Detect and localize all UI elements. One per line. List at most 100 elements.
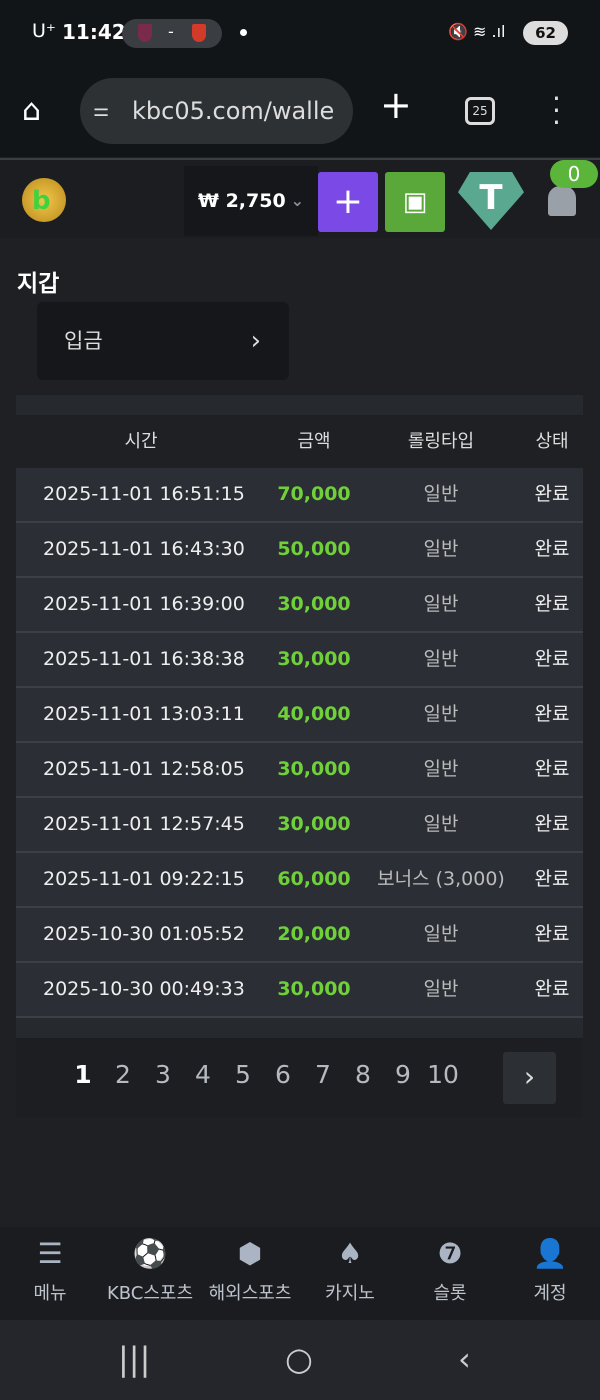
cell-amount: 30,000 — [277, 978, 351, 1000]
cell-time: 2025-11-01 13:03:11 — [43, 703, 245, 725]
header-status: 상태 — [535, 431, 569, 452]
cell-rolling-type: 일반 — [423, 483, 459, 505]
page-title: 지갑 — [17, 271, 60, 297]
cell-time: 2025-11-01 09:22:15 — [43, 868, 245, 890]
page-6[interactable]: 6 — [275, 1060, 291, 1089]
more-menu-icon[interactable]: · · · — [552, 82, 561, 139]
table-row: 2025-10-30 01:05:52 20,000 일반 완료 — [16, 908, 583, 963]
pagination: 1 2 3 4 5 6 7 8 9 10 › — [16, 1038, 583, 1117]
add-funds-button[interactable]: + — [318, 172, 378, 232]
table-row: 2025-11-01 16:43:30 50,000 일반 완료 — [16, 523, 583, 578]
cell-time: 2025-11-01 16:38:38 — [43, 648, 245, 670]
nav-item-4[interactable]: ❼ 슬롯 — [400, 1237, 500, 1305]
site-logo[interactable]: b — [22, 178, 66, 222]
cell-status: 완료 — [534, 813, 570, 835]
table-row: 2025-11-01 09:22:15 60,000 보너스 (3,000) 완료 — [16, 853, 583, 908]
cell-amount: 60,000 — [277, 868, 351, 890]
cell-status: 완료 — [534, 593, 570, 615]
bell-icon[interactable] — [548, 186, 576, 216]
battery-icon: 62 — [523, 21, 568, 45]
page-9[interactable]: 9 — [395, 1060, 411, 1089]
page-8[interactable]: 8 — [355, 1060, 371, 1089]
table-row: 2025-10-30 00:49:33 30,000 일반 완료 — [16, 963, 583, 1018]
cell-rolling-type: 일반 — [423, 703, 459, 725]
home-button-icon[interactable]: ○ — [285, 1340, 313, 1378]
notification-badge: 0 — [550, 160, 598, 188]
cell-amount: 20,000 — [277, 923, 351, 945]
cell-amount: 70,000 — [277, 483, 351, 505]
cell-rolling-type: 일반 — [423, 978, 459, 1000]
page-4[interactable]: 4 — [195, 1060, 211, 1089]
nav-item-5[interactable]: 👤 계정 — [500, 1237, 600, 1305]
back-icon[interactable]: ‹ — [458, 1340, 471, 1378]
menu-search-icon: ☰ — [37, 1237, 63, 1270]
status-bar: U⁺ 11:42 - 🔇 ≋ .ıl 62 — [0, 0, 600, 65]
slot-icon: ❼ — [437, 1237, 463, 1270]
cell-amount: 30,000 — [277, 648, 351, 670]
nav-label: 메뉴 — [33, 1283, 67, 1304]
tether-icon[interactable]: T — [458, 172, 524, 230]
cell-amount: 30,000 — [277, 593, 351, 615]
cell-amount: 40,000 — [277, 703, 351, 725]
cell-status: 완료 — [534, 648, 570, 670]
page-3[interactable]: 3 — [155, 1060, 171, 1089]
team-crest-icon — [192, 24, 206, 42]
header-rolling-type: 롤링타입 — [407, 431, 475, 452]
page-10[interactable]: 10 — [427, 1060, 459, 1089]
page-5[interactable]: 5 — [235, 1060, 251, 1089]
cell-time: 2025-11-01 16:43:30 — [43, 538, 245, 560]
signal-icons: 🔇 ≋ .ıl — [448, 22, 506, 41]
table-row: 2025-11-01 16:39:00 30,000 일반 완료 — [16, 578, 583, 633]
nav-label: KBC스포츠 — [106, 1283, 194, 1304]
table-header: 시간 금액 롤링타입 상태 — [16, 415, 583, 468]
account-icon: 👤 — [532, 1237, 568, 1270]
cell-rolling-type: 일반 — [423, 813, 459, 835]
deposit-button[interactable]: 입금 › — [37, 302, 289, 380]
cell-time: 2025-11-01 12:58:05 — [43, 758, 245, 780]
page-2[interactable]: 2 — [115, 1060, 131, 1089]
cell-status: 완료 — [534, 703, 570, 725]
header-time: 시간 — [124, 431, 158, 452]
site-settings-icon[interactable]: ⚌ — [93, 100, 110, 121]
cell-time: 2025-11-01 16:51:15 — [43, 483, 245, 505]
tab-count-button[interactable]: 25 — [465, 97, 495, 125]
cell-rolling-type: 일반 — [423, 538, 459, 560]
nav-item-0[interactable]: ☰ 메뉴 — [0, 1237, 100, 1305]
page-1[interactable]: 1 — [74, 1060, 92, 1089]
table-row: 2025-11-01 16:38:38 30,000 일반 완료 — [16, 633, 583, 688]
cell-status: 완료 — [534, 758, 570, 780]
transaction-table: 시간 금액 롤링타입 상태 2025-11-01 16:51:15 70,000 일… — [16, 395, 583, 1117]
recent-apps-icon[interactable]: ||| — [118, 1340, 151, 1378]
cell-status: 완료 — [534, 978, 570, 1000]
next-page-button[interactable]: › — [503, 1052, 556, 1104]
deposit-label: 입금 — [64, 329, 103, 353]
cell-status: 완료 — [534, 538, 570, 560]
home-icon[interactable]: ⌂ — [22, 93, 42, 128]
balance-dropdown[interactable]: ₩ 2,750 ⌄ — [184, 166, 318, 236]
cell-rolling-type: 일반 — [423, 758, 459, 780]
cell-amount: 50,000 — [277, 538, 351, 560]
nav-label: 계정 — [533, 1283, 567, 1304]
live-score-pill: - — [122, 19, 222, 48]
address-bar[interactable]: ⚌ kbc05.com/walle — [80, 78, 353, 144]
table-row: 2025-11-01 16:51:15 70,000 일반 완료 — [16, 468, 583, 523]
chevron-down-icon: ⌄ — [290, 191, 304, 210]
chevron-right-icon: › — [250, 326, 261, 356]
vault-button[interactable]: ▣ — [385, 172, 445, 232]
nav-item-1[interactable]: ⚽ KBC스포츠 — [100, 1237, 200, 1305]
table-row: 2025-11-01 12:58:05 30,000 일반 완료 — [16, 743, 583, 798]
browser-toolbar: ⌂ ⚌ kbc05.com/walle + 25 · · · — [0, 65, 600, 157]
cell-time: 2025-10-30 00:49:33 — [43, 978, 245, 1000]
cards-icon: ♠ — [337, 1237, 363, 1270]
cell-time: 2025-11-01 12:57:45 — [43, 813, 245, 835]
bottom-navigation: ☰ 메뉴 ⚽ KBC스포츠 ⬢ 해외스포츠 ♠ 카지노 ❼ 슬롯 👤 계정 — [0, 1227, 600, 1320]
cell-amount: 30,000 — [277, 758, 351, 780]
page-7[interactable]: 7 — [315, 1060, 331, 1089]
nav-item-3[interactable]: ♠ 카지노 — [300, 1237, 400, 1305]
cell-time: 2025-11-01 16:39:00 — [43, 593, 245, 615]
header-amount: 금액 — [297, 431, 331, 452]
nav-item-2[interactable]: ⬢ 해외스포츠 — [200, 1237, 300, 1305]
cell-rolling-type: 일반 — [423, 593, 459, 615]
balance-value: ₩ 2,750 — [198, 190, 286, 212]
new-tab-icon[interactable]: + — [380, 83, 412, 127]
